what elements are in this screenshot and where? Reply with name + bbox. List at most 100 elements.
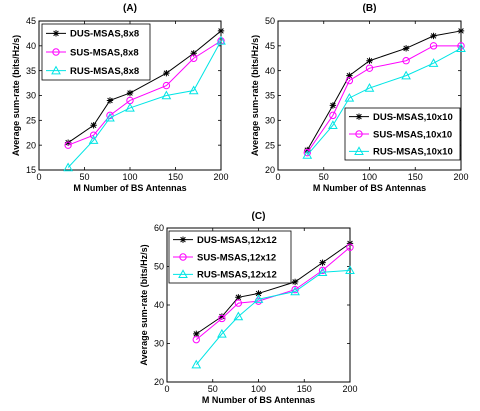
y-tick-label: 35 xyxy=(265,91,275,101)
x-tick-label: 150 xyxy=(168,172,183,182)
data-point xyxy=(216,35,226,45)
data-point xyxy=(290,286,300,296)
data-point xyxy=(344,92,355,102)
legend-label: SUS-MSAS,12x12 xyxy=(197,252,276,263)
legend-label: DUS-MSAS,10x10 xyxy=(373,112,453,123)
legend-label: RUS-MSAS,8x8 xyxy=(70,66,139,77)
legend-label: DUS-MSAS,12x12 xyxy=(197,235,277,246)
data-point xyxy=(163,69,170,77)
legend-label: RUS-MSAS,10x10 xyxy=(373,147,453,158)
y-tick-label: 20 xyxy=(26,140,36,150)
y-tick-label: 40 xyxy=(154,300,164,310)
data-point xyxy=(345,265,355,275)
data-point xyxy=(346,240,354,247)
series-line xyxy=(195,269,351,365)
y-tick-label: 50 xyxy=(265,16,275,26)
y-tick-label: 25 xyxy=(265,140,275,150)
series-circle xyxy=(303,42,465,157)
data-point xyxy=(105,112,115,122)
data-point xyxy=(51,65,61,75)
y-tick-label: 40 xyxy=(26,41,36,51)
data-point xyxy=(233,311,244,321)
data-point xyxy=(366,57,373,64)
data-point xyxy=(346,243,354,251)
data-point xyxy=(64,139,72,146)
y-tick-label: 40 xyxy=(265,66,275,76)
data-point xyxy=(365,64,374,72)
data-point xyxy=(355,113,363,120)
series-line xyxy=(195,246,351,341)
series-star xyxy=(193,240,354,338)
x-tick-label: 0 xyxy=(36,172,41,182)
x-tick-label: 50 xyxy=(79,172,89,182)
y-tick-label: 30 xyxy=(265,116,275,126)
legend-label: SUS-MSAS,10x10 xyxy=(373,129,452,140)
series-triangle xyxy=(191,265,355,369)
data-point xyxy=(354,146,364,156)
data-point xyxy=(319,259,326,266)
data-point xyxy=(106,97,114,104)
data-point xyxy=(303,148,311,157)
data-point xyxy=(302,150,313,159)
data-point xyxy=(364,83,375,92)
legend-label: DUS-MSAS,8x8 xyxy=(70,29,139,40)
chart-panel-3: (C) 0 50 100 150 200 20 30 40 50 60 M Number of BS … xyxy=(139,211,358,405)
y-tick-label: 20 xyxy=(154,377,164,387)
data-point xyxy=(253,294,264,303)
y-tick-label: 20 xyxy=(265,165,275,175)
data-point xyxy=(402,57,410,65)
data-point xyxy=(126,89,134,97)
x-tick-label: 150 xyxy=(408,172,423,182)
data-point xyxy=(346,72,353,79)
x-tick-label: 50 xyxy=(319,172,329,182)
data-point xyxy=(430,32,437,40)
series-triangle xyxy=(63,35,226,172)
y-axis-title: Average sum-rate (bits/Hz/s) xyxy=(11,35,21,156)
series-line xyxy=(67,40,222,168)
series-line xyxy=(306,45,461,153)
x-tick-label: 200 xyxy=(453,172,468,182)
y-tick-label: 30 xyxy=(154,339,164,349)
x-tick-label: 100 xyxy=(122,172,137,182)
data-point xyxy=(161,90,172,100)
y-tick-label: 45 xyxy=(26,16,36,26)
data-point xyxy=(328,120,338,129)
data-point xyxy=(291,278,299,286)
x-tick-label: 100 xyxy=(362,172,377,182)
data-point xyxy=(329,111,337,120)
legend: DUS-MSAS,10x10 SUS-MSAS,10x10 RUS-MSAS,10x… xyxy=(344,107,461,161)
data-point xyxy=(52,30,60,37)
data-point xyxy=(217,328,227,338)
legend-label: SUS-MSAS,8x8 xyxy=(70,47,139,58)
x-tick-label: 150 xyxy=(297,384,312,394)
panel-title: (C) xyxy=(252,211,266,222)
data-point xyxy=(217,27,225,35)
data-point xyxy=(402,45,410,52)
data-point xyxy=(90,122,97,129)
panel-title: (A) xyxy=(123,3,137,14)
data-point xyxy=(456,43,466,53)
data-point xyxy=(401,70,411,80)
data-point xyxy=(429,42,438,50)
data-point xyxy=(234,299,243,307)
chart-panel-1: (A) 0 50 100 150 200 15 20 25 30 35 40 45 M Number of… xyxy=(11,3,229,193)
data-point xyxy=(162,81,171,90)
y-axis-title: Average sum-rate (bits/Hz/s) xyxy=(250,35,260,156)
series-star xyxy=(304,27,465,154)
legend: DUS-MSAS,12x12 SUS-MSAS,12x12 RUS-MSAS,12x… xyxy=(168,230,292,284)
series-triangle xyxy=(302,43,466,159)
y-tick-label: 45 xyxy=(265,41,275,51)
legend-label: RUS-MSAS,12x12 xyxy=(197,270,277,281)
data-point xyxy=(178,269,188,279)
data-point xyxy=(64,141,72,149)
legend: DUS-MSAS,8x8 SUS-MSAS,8x8 RUS-MSAS,8x8 xyxy=(41,23,151,81)
y-tick-label: 35 xyxy=(26,66,36,76)
y-tick-label: 30 xyxy=(26,91,36,101)
y-tick-label: 15 xyxy=(26,165,36,175)
data-point xyxy=(317,267,328,276)
x-axis-title: M Number of BS Antennas xyxy=(202,395,315,405)
data-point xyxy=(188,85,199,95)
data-point xyxy=(457,27,465,35)
data-point xyxy=(63,162,73,172)
data-point xyxy=(255,290,262,297)
